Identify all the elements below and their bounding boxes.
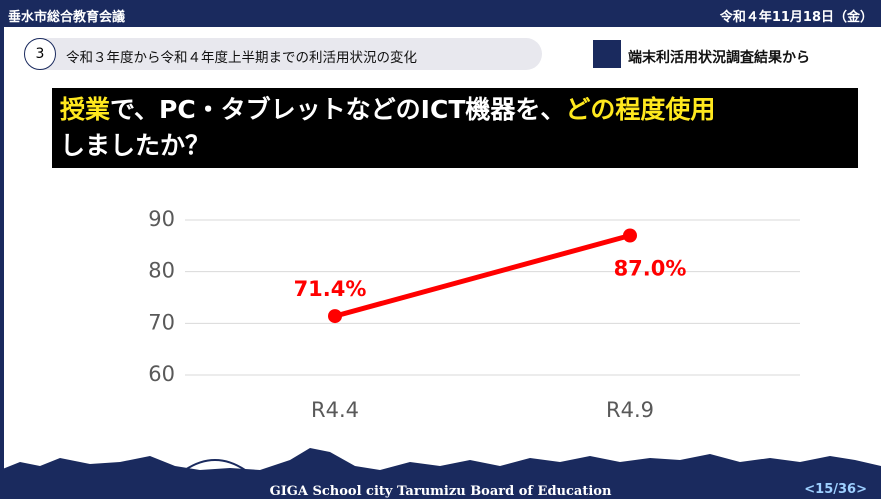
skyline (0, 448, 881, 499)
section-number: 3 (24, 38, 56, 70)
x-tick-label: R4.4 (311, 398, 359, 422)
y-tick-label: 70 (148, 310, 175, 334)
data-label: 87.0% (614, 257, 687, 281)
source-text: 端末利活用状況調査結果から (628, 50, 810, 66)
footer-text: GIGA School city Tarumizu Board of Educa… (269, 484, 612, 499)
y-tick-label: 80 (148, 259, 175, 283)
point (328, 309, 342, 324)
line (334, 233, 631, 319)
header-bar: 垂水市総合教育会議 令和４年11月18日（金） (0, 0, 881, 27)
bridge (184, 459, 246, 471)
y-tick-label: 60 (148, 362, 175, 386)
question-text: しましたか？ (60, 131, 211, 160)
question-highlight: 授業 (60, 95, 111, 124)
frame-left (0, 27, 4, 499)
data-label: 71.4% (294, 277, 367, 301)
question-box: 授業で、PC・タブレットなどのICT機器を、どの程度使用しましたか？ (52, 88, 858, 168)
section-pill (24, 38, 542, 70)
y-tick-label: 90 (148, 207, 175, 231)
header-right: 令和４年11月18日（金） (719, 10, 873, 25)
page-number: <15/36> (804, 482, 867, 497)
point (623, 228, 637, 243)
header-left: 垂水市総合教育会議 (8, 10, 126, 25)
source-square (593, 40, 621, 68)
question-text: で、PC・タブレットなどのICT機器を、 (110, 95, 566, 124)
question-highlight: どの程度使用 (565, 95, 716, 124)
section-text: 令和３年度から令和４年度上半期までの利活用状況の変化 (66, 50, 417, 66)
x-tick-label: R4.9 (606, 398, 654, 422)
